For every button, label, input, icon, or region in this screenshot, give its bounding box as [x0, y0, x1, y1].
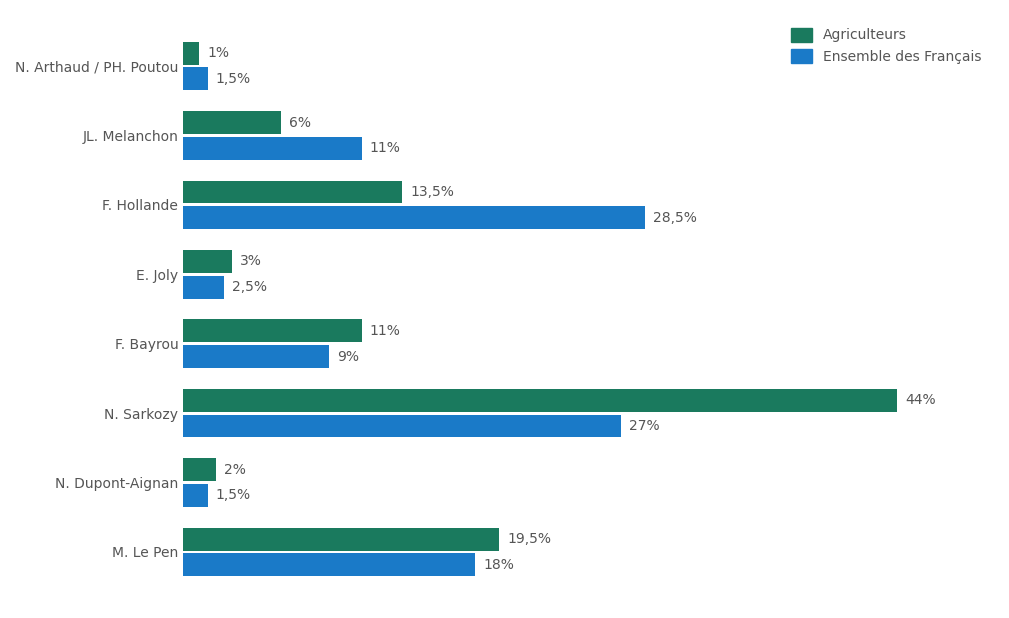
Bar — [184, 206, 646, 229]
Bar — [184, 459, 216, 481]
Bar — [184, 111, 281, 134]
Text: 44%: 44% — [905, 393, 935, 407]
Bar — [184, 484, 208, 507]
Legend: Agriculteurs, Ensemble des Français: Agriculteurs, Ensemble des Français — [785, 22, 987, 70]
Text: 11%: 11% — [369, 142, 401, 155]
Text: 2%: 2% — [224, 463, 245, 476]
Bar — [184, 137, 361, 159]
Bar — [184, 528, 499, 551]
Bar — [184, 345, 329, 368]
Text: 9%: 9% — [337, 350, 359, 363]
Bar — [184, 67, 208, 90]
Text: 1,5%: 1,5% — [216, 488, 251, 502]
Bar — [184, 415, 622, 438]
Text: 1%: 1% — [208, 46, 230, 60]
Bar — [184, 320, 361, 342]
Bar — [184, 389, 897, 412]
Text: 1,5%: 1,5% — [216, 72, 251, 86]
Text: 3%: 3% — [240, 255, 262, 268]
Bar — [184, 553, 475, 576]
Text: 18%: 18% — [483, 558, 515, 572]
Text: 11%: 11% — [369, 324, 401, 338]
Bar — [184, 42, 200, 65]
Text: 6%: 6% — [289, 116, 311, 130]
Text: 19,5%: 19,5% — [508, 532, 552, 546]
Bar — [184, 250, 232, 273]
Text: 28,5%: 28,5% — [654, 211, 697, 225]
Bar — [184, 180, 403, 203]
Text: 13,5%: 13,5% — [411, 185, 454, 199]
Bar — [184, 276, 224, 298]
Text: 2,5%: 2,5% — [232, 280, 267, 294]
Text: 27%: 27% — [630, 419, 660, 433]
